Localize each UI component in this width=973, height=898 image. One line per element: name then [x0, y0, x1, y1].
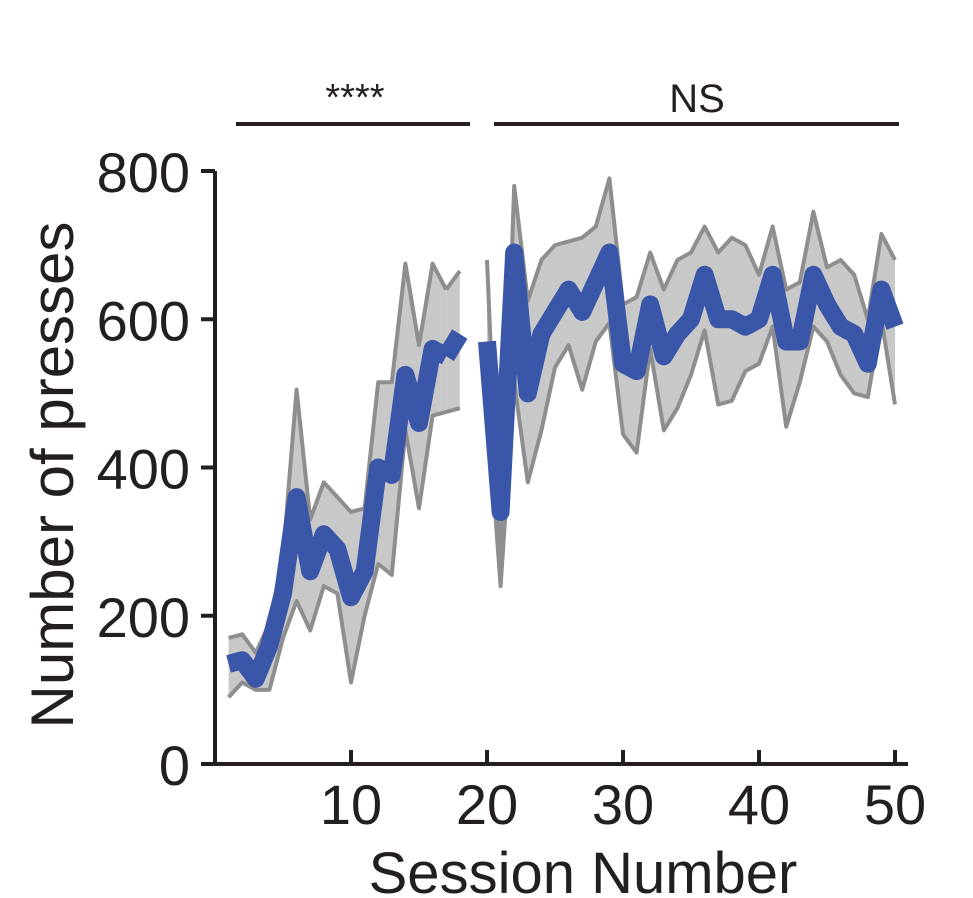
x-ticks: 10 20 30 40 50	[320, 750, 926, 836]
sig-label-phase2: NS	[669, 77, 725, 121]
x-tick-label: 40	[728, 773, 790, 836]
x-tick-label: 50	[864, 773, 926, 836]
x-tick-label: 20	[456, 773, 518, 836]
series-1	[438, 269, 468, 414]
series-0	[226, 261, 451, 699]
y-tick-label: 0	[159, 734, 190, 797]
band-lower-edge	[227, 409, 447, 699]
series-2	[478, 176, 904, 589]
y-tick-label: 600	[97, 289, 190, 352]
band-upper-edge	[485, 176, 897, 577]
y-ticks: 0 200 400 600 800	[97, 141, 215, 797]
x-tick-label: 10	[320, 773, 382, 836]
band-lower-edge	[485, 317, 897, 589]
sig-label-phase1: ****	[325, 77, 384, 119]
mean-line	[478, 243, 904, 521]
confidence-band	[487, 178, 895, 587]
data-series	[226, 176, 904, 699]
band-lower-edge	[445, 406, 461, 414]
mean-line	[438, 329, 468, 362]
mean-line	[226, 339, 451, 688]
y-axis-label: Number of presses	[19, 222, 86, 729]
y-tick-label: 800	[97, 141, 190, 204]
band-upper-edge	[444, 269, 462, 291]
significance-annotations: **** NS	[236, 77, 899, 126]
y-tick-label: 200	[97, 586, 190, 649]
x-tick-label: 30	[592, 773, 654, 836]
x-axis-label: Session Number	[369, 841, 798, 898]
y-tick-label: 400	[97, 438, 190, 501]
